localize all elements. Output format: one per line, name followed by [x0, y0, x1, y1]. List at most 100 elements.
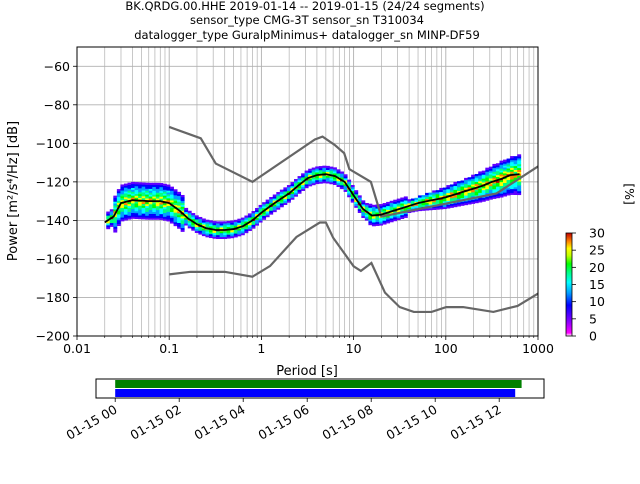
heatmap-cell	[170, 192, 174, 195]
heatmap-cell	[230, 234, 235, 237]
heatmap-cell	[216, 230, 221, 234]
heatmap-cell	[517, 179, 522, 182]
heatmap-cell	[446, 187, 451, 190]
heatmap-cell	[113, 201, 118, 204]
heatmap-cell	[488, 191, 493, 194]
heatmap-cell	[145, 190, 150, 193]
heatmap-cell	[198, 222, 203, 225]
heatmap-cell	[311, 182, 316, 186]
heatmap-cell	[467, 179, 472, 182]
heatmap-cell	[379, 207, 383, 211]
heatmap-cell	[478, 173, 483, 176]
heatmap-cell	[407, 206, 412, 210]
heatmap-cell	[297, 185, 302, 188]
heatmap-cell	[251, 220, 256, 223]
heatmap-cell	[332, 178, 337, 182]
heatmap-cell	[354, 190, 359, 193]
heatmap-cell	[141, 188, 146, 191]
heatmap-cell	[113, 216, 118, 220]
heatmap-cell	[506, 158, 511, 161]
heatmap-cell	[371, 218, 376, 221]
heatmap-cell	[208, 224, 213, 227]
heatmap-cell	[368, 203, 373, 206]
heatmap-cell	[226, 222, 231, 226]
heatmap-cell	[425, 204, 430, 207]
heatmap-cell	[471, 180, 476, 183]
heatmap-cell	[478, 171, 483, 174]
heatmap-cell	[488, 183, 493, 187]
heatmap-cell	[460, 188, 465, 191]
heatmap-cell	[187, 212, 192, 215]
heatmap-cell	[425, 208, 430, 211]
heatmap-cell	[272, 194, 277, 197]
heatmap-cell	[141, 201, 146, 205]
heatmap-cell	[460, 197, 465, 201]
heatmap-cell	[513, 171, 518, 174]
heatmap-cell	[230, 232, 235, 235]
heatmap-cell	[506, 187, 511, 190]
heatmap-cell	[499, 187, 504, 190]
heatmap-cell	[297, 176, 302, 179]
noise-model-low-line	[169, 221, 538, 314]
heatmap-cell	[499, 185, 504, 188]
heatmap-cell	[184, 223, 189, 226]
heatmap-cell	[162, 204, 167, 208]
heatmap-cell	[138, 209, 143, 212]
heatmap-cell	[258, 214, 263, 217]
heatmap-cell	[240, 231, 245, 234]
heatmap-cell	[336, 180, 341, 184]
heatmap-cell	[318, 166, 323, 169]
heatmap-cell	[432, 192, 437, 195]
heatmap-cell	[478, 192, 483, 195]
heatmap-cell	[223, 221, 228, 224]
heatmap-cell	[131, 191, 135, 194]
heatmap-cell	[208, 222, 213, 225]
heatmap-cell	[488, 174, 493, 177]
heatmap-cell	[393, 203, 398, 206]
heatmap-cell	[173, 198, 178, 202]
heatmap-cell	[276, 207, 281, 210]
heatmap-cell	[208, 230, 213, 233]
heatmap-cell	[170, 207, 174, 211]
heatmap-cell	[106, 225, 111, 228]
heatmap-cell	[389, 216, 394, 219]
heatmap-cell	[194, 215, 199, 218]
heatmap-cell	[471, 178, 476, 181]
heatmap-cell	[177, 193, 182, 197]
heatmap-cell	[166, 186, 171, 189]
heatmap-cell	[456, 188, 461, 192]
heatmap-cell	[389, 220, 394, 223]
heatmap-cell	[513, 188, 518, 192]
heatmap-cell	[131, 201, 135, 204]
heatmap-cell	[141, 203, 146, 206]
heatmap-cell	[155, 217, 160, 220]
heatmap-cell	[382, 222, 387, 225]
heatmap-cell	[170, 200, 174, 203]
heatmap-cell	[141, 215, 146, 218]
heatmap-cell	[332, 167, 337, 170]
heatmap-cell	[262, 215, 267, 218]
heatmap-cell	[205, 229, 210, 232]
mode-curve-line	[104, 173, 520, 231]
heatmap-cell	[488, 180, 493, 183]
heatmap-cell	[159, 184, 164, 188]
heatmap-cell	[230, 235, 235, 239]
heatmap-cell	[116, 214, 121, 217]
heatmap-cell	[513, 163, 518, 167]
heatmap-cell	[474, 191, 479, 194]
heatmap-cell	[187, 214, 192, 217]
heatmap-cell	[283, 191, 288, 194]
heatmap-cell	[120, 205, 125, 208]
heatmap-cell	[262, 202, 267, 205]
heatmap-cell	[382, 210, 387, 213]
heatmap-cell	[123, 216, 128, 219]
heatmap-cell	[311, 167, 316, 170]
heatmap-cell	[495, 163, 500, 166]
heatmap-cell	[141, 213, 146, 216]
heatmap-cell	[152, 182, 157, 186]
heatmap-cell	[396, 202, 401, 205]
heatmap-cell	[425, 194, 430, 198]
heatmap-cell	[368, 209, 373, 212]
heatmap-cell	[272, 206, 277, 209]
heatmap-cell	[485, 190, 490, 194]
